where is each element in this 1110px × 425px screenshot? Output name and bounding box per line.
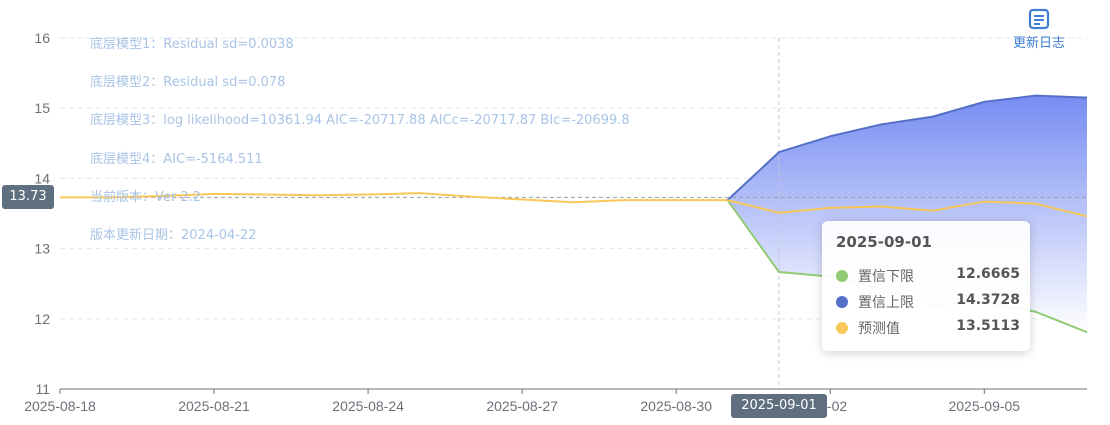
changelog-label: 更新日志 [1012,36,1065,51]
y-tick-label: 12 [34,311,50,327]
tooltip-dot-upper [836,296,848,308]
x-tick-label: 2025-09-05 [948,398,1020,414]
tooltip-row-upper: 置信上限 14.3728 [836,291,1020,313]
tooltip-dot-lower [836,270,848,282]
y-tick-label: 13 [34,241,50,257]
x-tick-label: 2025-08-24 [332,398,404,414]
model-info-line-1: 底层模型1：Residual sd=0.0038 [90,37,294,52]
model-info-line-3: 底层模型3：log likelihood=10361.94 AIC=-20717… [90,113,630,128]
tooltip-name-lower: 置信下限 [858,269,914,285]
changelog-icon [1028,8,1050,30]
tooltip-value-upper: 14.3728 [956,292,1020,308]
history-line [60,192,728,204]
forecast-line [727,199,1088,218]
crosshair-x-label: 2025-09-01 [731,394,827,418]
chart-tooltip: 2025-09-01 置信下限 12.6665 置信上限 14.3728 预测值… [822,221,1030,351]
x-tick-label: 2025-08-18 [24,398,96,414]
crosshair-y-label: 13.73 [2,185,54,209]
tooltip-dot-forecast [836,322,848,334]
model-info-line-2: 底层模型2：Residual sd=0.078 [90,75,286,90]
tooltip-value-forecast: 13.5113 [956,318,1020,334]
changelog-button[interactable]: 更新日志 [1006,8,1072,52]
model-info-line-6: 版本更新日期：2024-04-22 [90,228,257,243]
y-tick-label: 16 [34,30,50,46]
y-tick-label: 14 [34,170,50,186]
x-tick-label: 2025-08-30 [640,398,712,414]
upper-bound-line [726,94,1088,201]
model-info-line-4: 底层模型4：AIC=-5164.511 [90,152,263,167]
tooltip-name-upper: 置信上限 [858,295,914,311]
tooltip-row-lower: 置信下限 12.6665 [836,265,1020,287]
y-tick-label: 11 [35,381,50,397]
tooltip-name-forecast: 预测值 [858,321,900,337]
tooltip-row-forecast: 预测值 13.5113 [836,317,1020,339]
tooltip-date: 2025-09-01 [836,233,932,251]
x-tick-label: 2025-08-21 [178,398,250,414]
x-tick-label: 2025-08-27 [486,398,558,414]
model-info-line-5: 当前版本：Ver 2.2 [90,190,202,205]
y-tick-label: 15 [34,100,50,116]
tooltip-value-lower: 12.6665 [956,266,1020,282]
